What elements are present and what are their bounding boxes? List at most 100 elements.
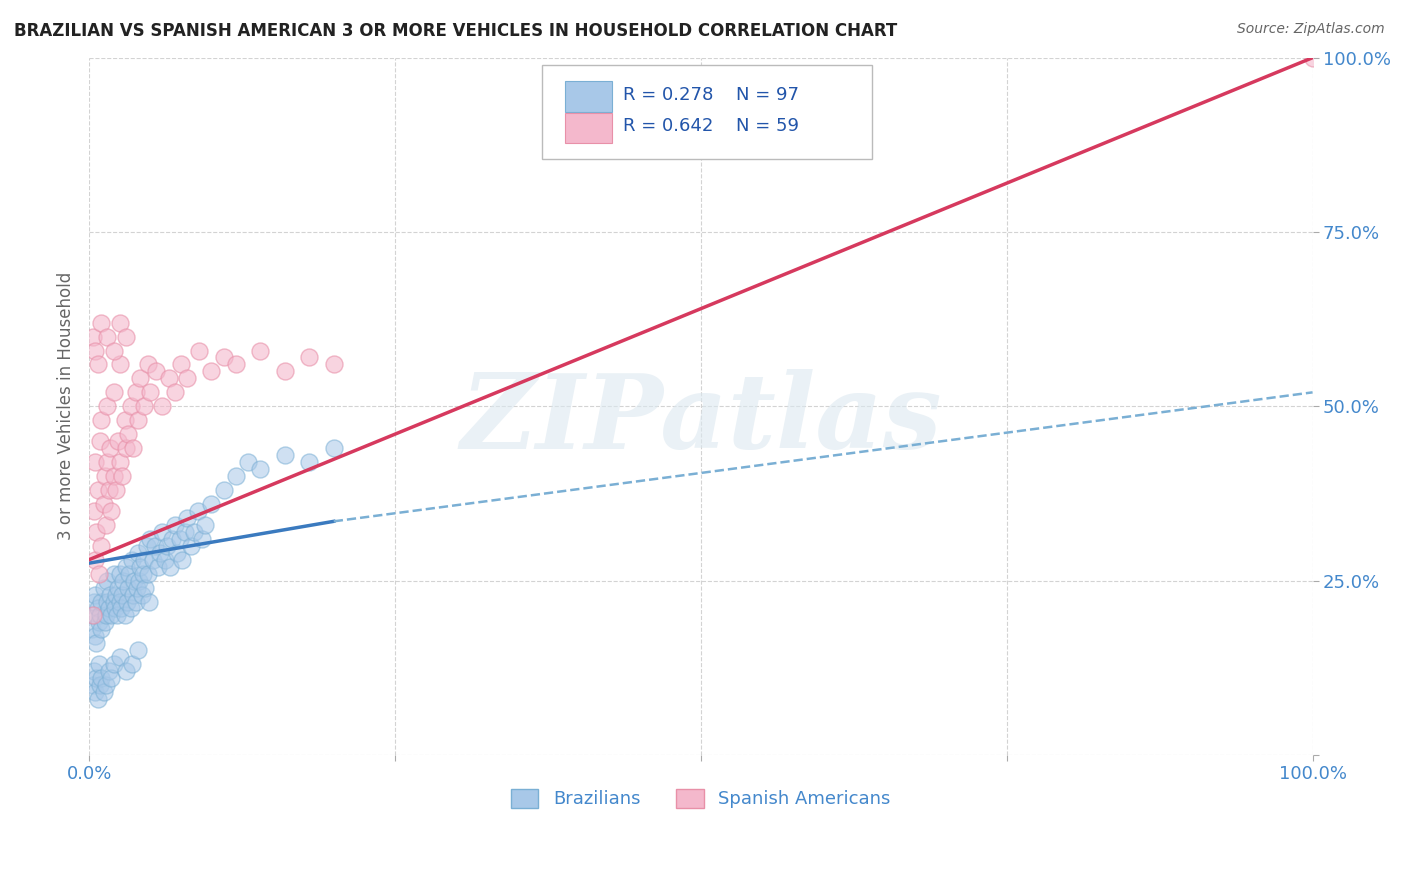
Point bbox=[83, 594, 105, 608]
Y-axis label: 3 or more Vehicles in Household: 3 or more Vehicles in Household bbox=[58, 272, 75, 541]
Point bbox=[114, 413, 136, 427]
Point bbox=[121, 552, 143, 566]
Point bbox=[124, 594, 146, 608]
Point bbox=[104, 588, 127, 602]
Point bbox=[127, 546, 149, 560]
Point bbox=[322, 441, 344, 455]
Point bbox=[115, 594, 138, 608]
Point bbox=[90, 623, 112, 637]
Point bbox=[157, 371, 180, 385]
Point bbox=[114, 329, 136, 343]
Point bbox=[108, 566, 131, 581]
Point bbox=[122, 441, 145, 455]
Point bbox=[169, 532, 191, 546]
Point bbox=[93, 497, 115, 511]
Point bbox=[83, 504, 105, 518]
Point bbox=[117, 581, 139, 595]
Point bbox=[89, 434, 111, 449]
Point bbox=[136, 566, 159, 581]
Point bbox=[86, 692, 108, 706]
Point bbox=[200, 497, 222, 511]
Legend: Brazilians, Spanish Americans: Brazilians, Spanish Americans bbox=[505, 781, 897, 815]
Point bbox=[118, 566, 141, 581]
Point bbox=[84, 552, 107, 566]
Point bbox=[103, 343, 125, 358]
Point bbox=[152, 524, 174, 539]
Point bbox=[129, 559, 152, 574]
Point bbox=[104, 601, 127, 615]
Text: N = 59: N = 59 bbox=[737, 117, 799, 135]
Point bbox=[124, 385, 146, 400]
Point bbox=[249, 343, 271, 358]
Point bbox=[97, 665, 120, 679]
Point bbox=[183, 524, 205, 539]
Point bbox=[86, 671, 108, 685]
Point bbox=[125, 581, 148, 595]
Point bbox=[120, 601, 142, 615]
Point bbox=[96, 455, 118, 469]
Point bbox=[180, 539, 202, 553]
Point bbox=[108, 594, 131, 608]
Point bbox=[105, 608, 128, 623]
Point bbox=[103, 594, 125, 608]
Point bbox=[176, 371, 198, 385]
Point bbox=[100, 504, 122, 518]
Point bbox=[111, 469, 134, 483]
Point bbox=[108, 455, 131, 469]
FancyBboxPatch shape bbox=[565, 81, 612, 112]
Point bbox=[96, 574, 118, 588]
Point bbox=[1302, 51, 1324, 65]
Point bbox=[86, 358, 108, 372]
Point bbox=[93, 685, 115, 699]
Point bbox=[96, 517, 118, 532]
Point bbox=[94, 615, 117, 630]
Point bbox=[162, 532, 184, 546]
Point bbox=[322, 358, 344, 372]
Point bbox=[112, 574, 135, 588]
Point bbox=[93, 581, 115, 595]
Point bbox=[249, 462, 271, 476]
Point bbox=[103, 566, 125, 581]
Point bbox=[225, 358, 247, 372]
Point bbox=[80, 623, 103, 637]
Point bbox=[90, 539, 112, 553]
Point bbox=[86, 601, 108, 615]
Point bbox=[166, 546, 188, 560]
Point bbox=[298, 351, 321, 365]
Point bbox=[90, 671, 112, 685]
Point bbox=[82, 608, 104, 623]
Point bbox=[111, 588, 134, 602]
Point bbox=[84, 588, 107, 602]
Point bbox=[159, 559, 181, 574]
Point bbox=[108, 650, 131, 665]
Point bbox=[114, 665, 136, 679]
Point bbox=[225, 469, 247, 483]
Point bbox=[139, 385, 162, 400]
Point bbox=[129, 371, 152, 385]
Point bbox=[87, 615, 110, 630]
Point bbox=[98, 588, 121, 602]
Point bbox=[114, 608, 136, 623]
Point bbox=[108, 358, 131, 372]
Point bbox=[96, 594, 118, 608]
FancyBboxPatch shape bbox=[565, 112, 612, 144]
Point bbox=[90, 316, 112, 330]
Point bbox=[127, 643, 149, 657]
Point bbox=[188, 343, 211, 358]
Point bbox=[87, 657, 110, 672]
Point bbox=[128, 574, 150, 588]
Point bbox=[236, 455, 259, 469]
Point bbox=[100, 608, 122, 623]
Point bbox=[107, 434, 129, 449]
Point bbox=[187, 504, 209, 518]
Point bbox=[136, 358, 159, 372]
Point bbox=[134, 581, 156, 595]
Point bbox=[94, 469, 117, 483]
Point bbox=[131, 588, 153, 602]
Point bbox=[83, 665, 105, 679]
Point bbox=[98, 441, 121, 455]
Point bbox=[122, 588, 145, 602]
Point bbox=[96, 678, 118, 692]
Point bbox=[176, 511, 198, 525]
Point bbox=[82, 678, 104, 692]
